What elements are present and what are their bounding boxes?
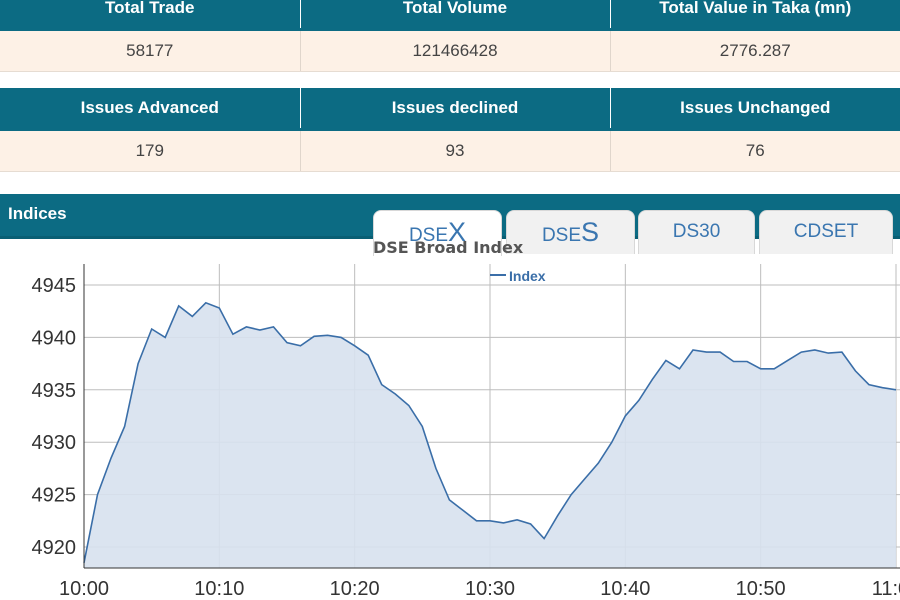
chart-legend: Index <box>490 268 546 284</box>
chart-tick-labels: 4920 4925 4930 4935 4940 4945 10:00 10:10 10:20 1… <box>32 275 900 600</box>
tab-ds30-label: DS30 <box>672 221 721 242</box>
total-volume-header: Total Volume <box>300 0 611 31</box>
y-tick-label: 4920 <box>32 537 77 559</box>
tab-dses-prefix: DSE <box>541 225 582 246</box>
total-value-value: 2776.287 <box>610 29 900 72</box>
legend-label: Index <box>509 268 546 284</box>
index-area-fill <box>84 302 896 568</box>
table-row: 58177 121466428 2776.287 <box>0 29 900 72</box>
tab-dses[interactable]: DSES <box>506 210 635 254</box>
tab-dses-suffix: S <box>581 217 600 247</box>
x-tick-label: 10:20 <box>330 578 380 600</box>
tab-dsex-prefix: DSE <box>408 225 449 246</box>
issues-declined-value: 93 <box>300 129 611 172</box>
x-tick-label: 10:40 <box>600 578 650 600</box>
table-row: 179 93 76 <box>0 129 900 172</box>
issues-unchanged-value: 76 <box>610 129 900 172</box>
issues-table: Issues Advanced Issues declined Issues U… <box>0 88 900 172</box>
y-tick-label: 4935 <box>32 380 77 402</box>
tab-dsex-suffix: X <box>448 217 467 247</box>
x-tick-label: 10:10 <box>194 578 244 600</box>
tab-dsex[interactable]: DSEX <box>373 210 502 256</box>
x-tick-label: 11:00 <box>872 578 900 600</box>
chart-title: DSE Broad Index <box>373 238 524 257</box>
chart-axes <box>83 264 900 569</box>
index-series-line <box>83 301 897 563</box>
issues-advanced-value: 179 <box>0 129 301 172</box>
x-tick-label: 10:00 <box>59 578 109 600</box>
trade-summary-table: Total Trade Total Volume Total Value in … <box>0 0 900 72</box>
y-tick-label: 4925 <box>32 485 77 507</box>
y-tick-label: 4945 <box>32 275 77 297</box>
y-tick-label: 4940 <box>32 327 77 349</box>
table-header-row: Issues Advanced Issues declined Issues U… <box>0 88 900 131</box>
total-trade-header: Total Trade <box>0 0 301 31</box>
issues-unchanged-header: Issues Unchanged <box>610 88 900 131</box>
indices-title: Indices <box>8 204 67 223</box>
tab-cdset[interactable]: CDSET <box>759 210 893 254</box>
dse-broad-index-chart: 4920 4925 4930 4935 4940 4945 10:00 10:10 10:20 1… <box>32 238 900 600</box>
x-tick-label: 10:30 <box>465 578 515 600</box>
total-trade-value: 58177 <box>0 29 301 72</box>
tab-cdset-label: CDSET <box>793 221 859 242</box>
total-value-header: Total Value in Taka (mn) <box>610 0 900 31</box>
total-volume-value: 121466428 <box>300 29 611 72</box>
issues-advanced-header: Issues Advanced <box>0 88 301 131</box>
y-tick-label: 4930 <box>32 432 77 454</box>
tab-ds30[interactable]: DS30 <box>638 210 755 254</box>
table-header-row: Total Trade Total Volume Total Value in … <box>0 0 900 31</box>
x-tick-label: 10:50 <box>736 578 786 600</box>
issues-declined-header: Issues declined <box>300 88 611 131</box>
